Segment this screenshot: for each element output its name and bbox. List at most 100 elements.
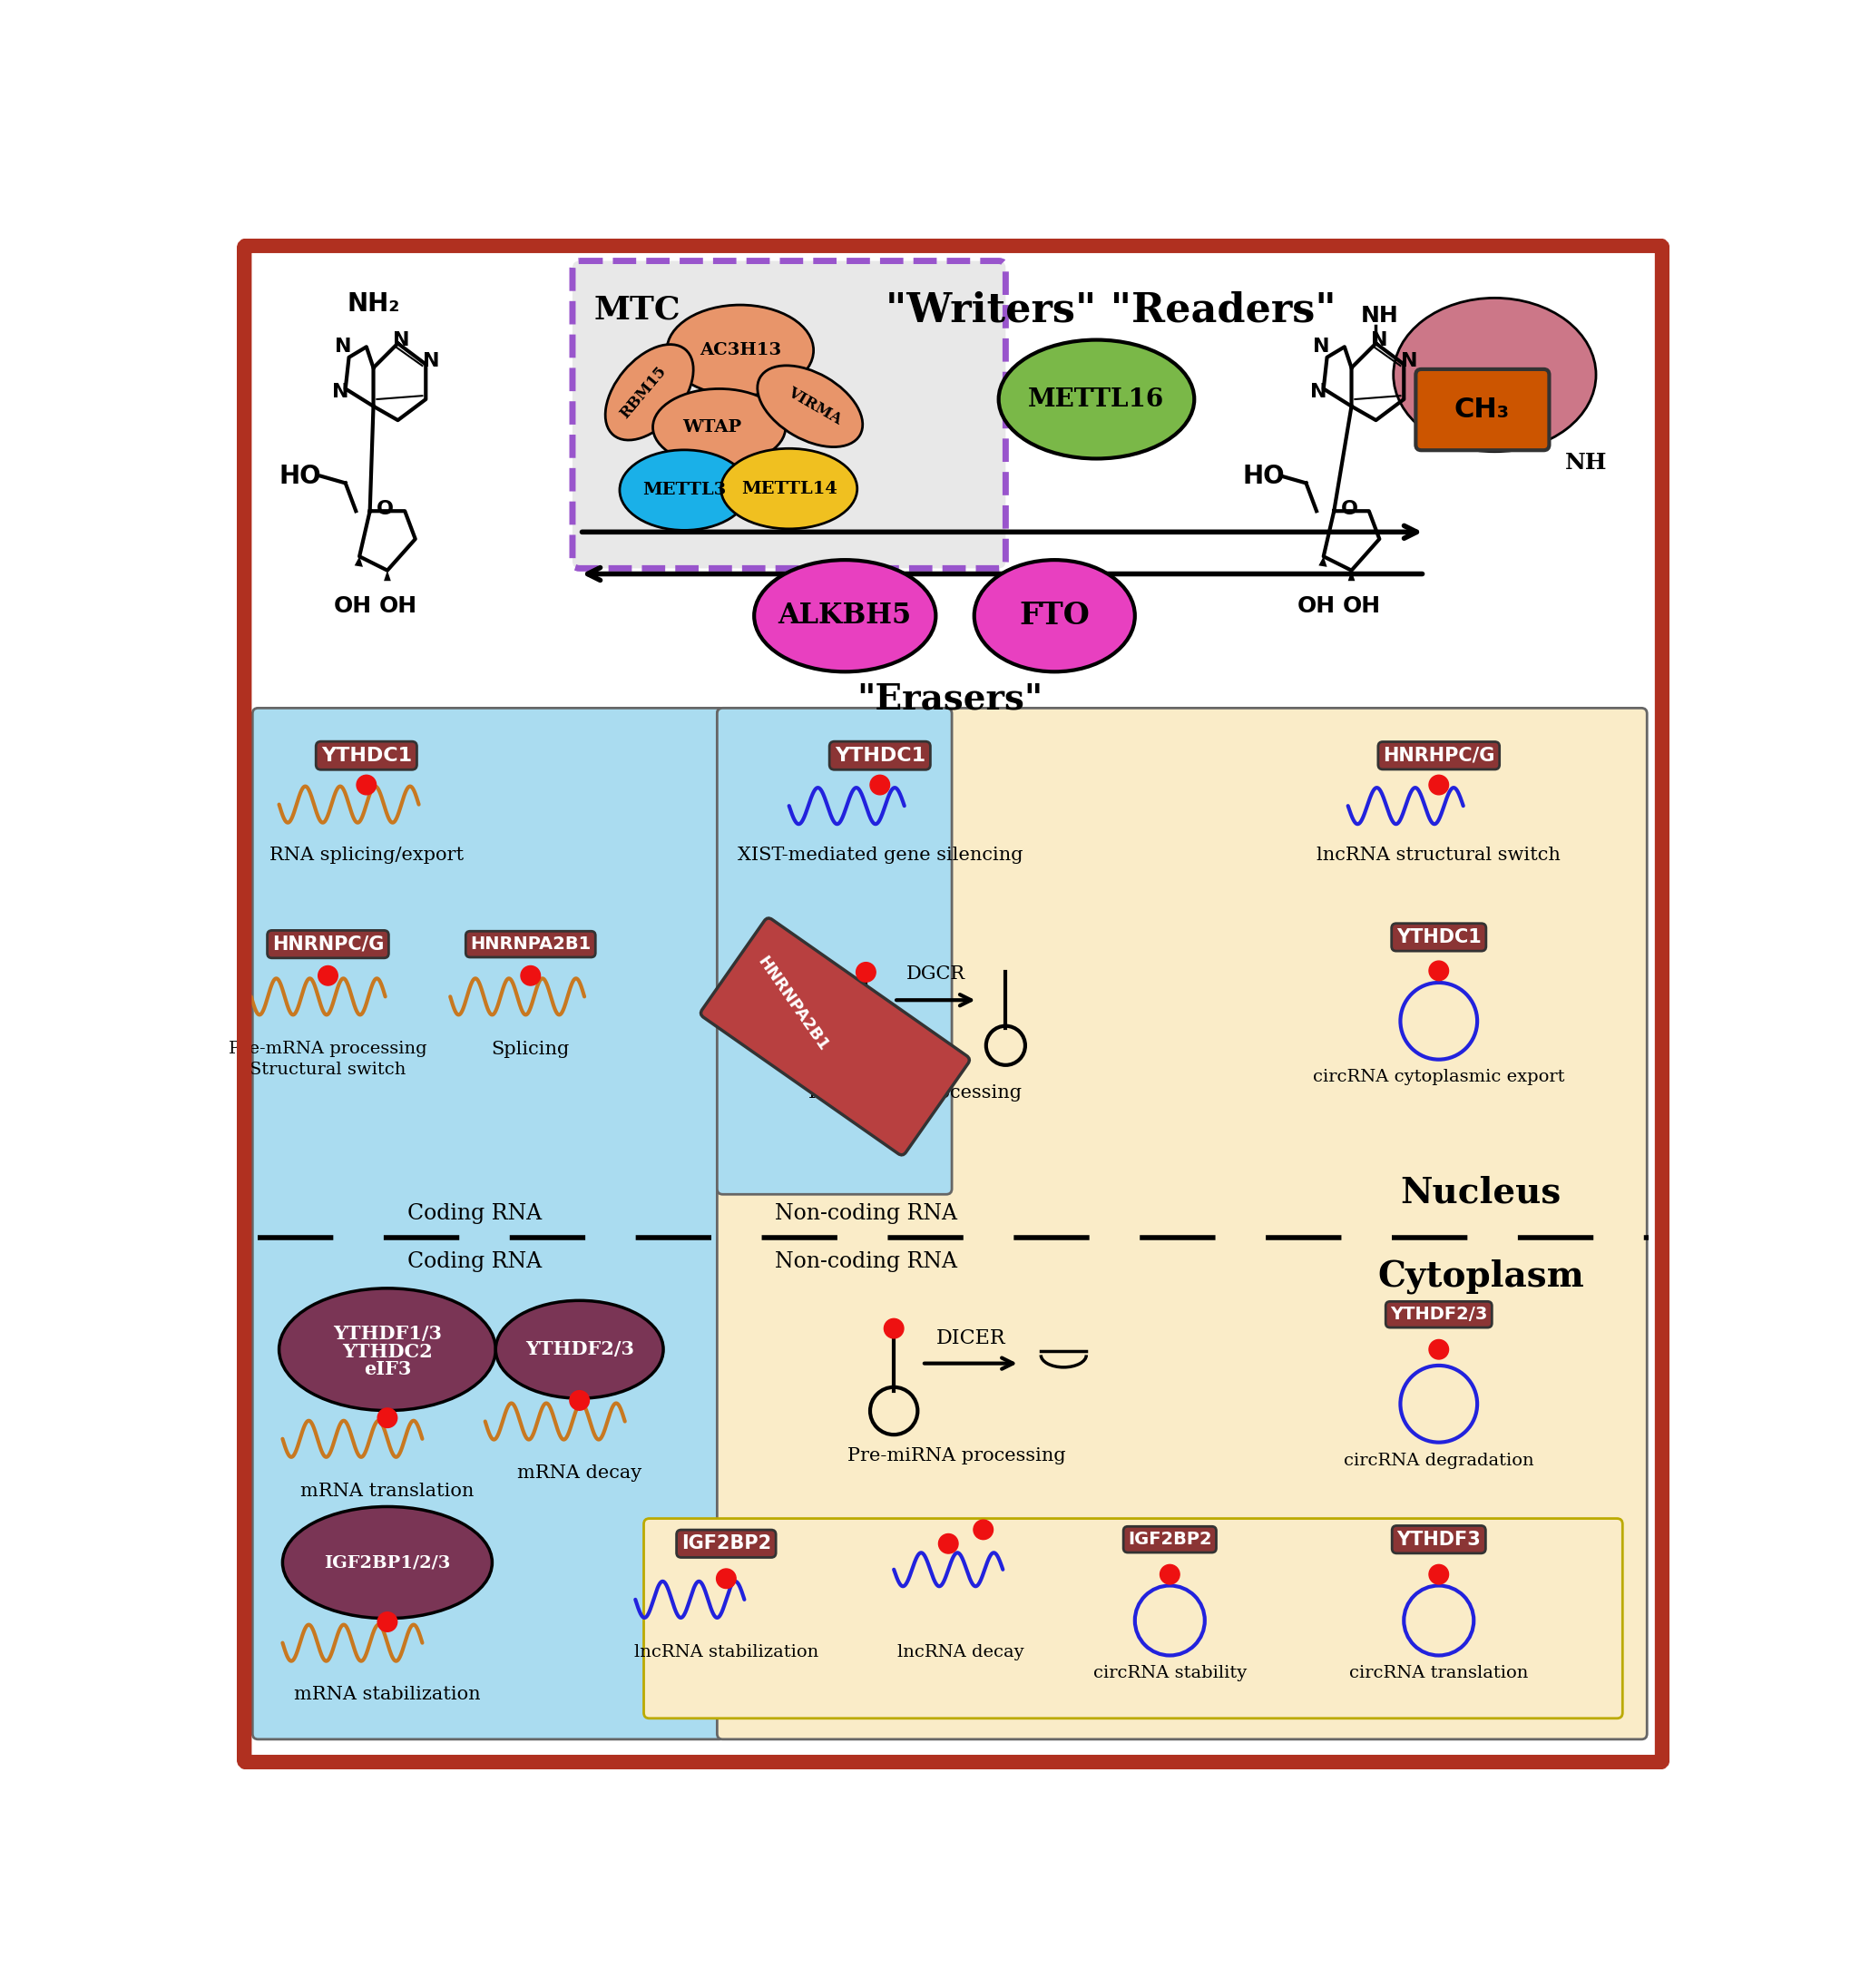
Text: N: N [1401, 352, 1417, 370]
Text: CH₃: CH₃ [1455, 396, 1510, 423]
Text: Pre-miRNA processing: Pre-miRNA processing [848, 1447, 1066, 1465]
Text: MTC: MTC [593, 294, 681, 326]
Text: YTHDC1: YTHDC1 [835, 746, 924, 765]
Text: Coding RNA: Coding RNA [407, 1252, 541, 1272]
Text: VIRMA: VIRMA [785, 384, 844, 427]
Text: YTHDF1/3: YTHDF1/3 [333, 1324, 443, 1344]
Text: YTHDF3: YTHDF3 [1397, 1531, 1481, 1549]
Text: DICER: DICER [936, 1328, 1006, 1348]
Text: Non-coding RNA: Non-coding RNA [776, 1203, 958, 1225]
Text: N: N [1371, 330, 1388, 350]
Text: Nucleus: Nucleus [1401, 1175, 1561, 1209]
Circle shape [973, 1521, 993, 1539]
Text: N: N [1313, 338, 1330, 356]
Circle shape [870, 775, 889, 795]
Text: N: N [1309, 384, 1326, 402]
Text: IGF2BP2: IGF2BP2 [681, 1535, 772, 1553]
Text: HNRNPC/G: HNRNPC/G [272, 934, 383, 954]
Text: N: N [335, 338, 352, 356]
Text: XIST-mediated gene silencing: XIST-mediated gene silencing [737, 847, 1023, 863]
Text: YTHDC2: YTHDC2 [342, 1342, 433, 1360]
FancyBboxPatch shape [718, 708, 1646, 1740]
Text: METTL14: METTL14 [740, 481, 837, 497]
Text: NH₂: NH₂ [348, 290, 400, 316]
Text: O: O [376, 499, 394, 519]
FancyBboxPatch shape [253, 708, 725, 1740]
Text: mRNA stabilization: mRNA stabilization [294, 1686, 480, 1704]
Circle shape [378, 1408, 398, 1427]
Text: FTO: FTO [1019, 600, 1090, 630]
Circle shape [521, 966, 541, 986]
Text: NH: NH [1564, 451, 1607, 473]
Text: Coding RNA: Coding RNA [407, 1203, 541, 1225]
Text: YTHDF2/3: YTHDF2/3 [525, 1340, 634, 1358]
Text: eIF3: eIF3 [363, 1360, 411, 1378]
Circle shape [378, 1612, 398, 1632]
Circle shape [884, 1318, 904, 1338]
Text: WTAP: WTAP [683, 419, 742, 435]
FancyBboxPatch shape [701, 918, 969, 1155]
Text: OH: OH [1343, 594, 1382, 616]
Text: ALKBH5: ALKBH5 [777, 602, 911, 630]
Text: lncRNA decay: lncRNA decay [897, 1644, 1023, 1660]
Text: RBM15: RBM15 [618, 364, 670, 421]
Text: Cytoplasm: Cytoplasm [1378, 1258, 1585, 1294]
Ellipse shape [722, 449, 857, 529]
Ellipse shape [753, 561, 936, 672]
Text: lncRNA structural switch: lncRNA structural switch [1317, 847, 1561, 863]
Ellipse shape [999, 340, 1194, 459]
Polygon shape [355, 557, 363, 567]
Text: OH: OH [1298, 594, 1335, 616]
Circle shape [357, 775, 376, 795]
Text: METTL3: METTL3 [642, 481, 725, 499]
Text: DGCR: DGCR [906, 966, 965, 982]
Polygon shape [1348, 571, 1354, 580]
Ellipse shape [495, 1300, 664, 1398]
Ellipse shape [975, 561, 1135, 672]
Text: N: N [333, 384, 350, 402]
Circle shape [1161, 1565, 1179, 1584]
Circle shape [856, 962, 876, 982]
Text: "Erasers": "Erasers" [857, 682, 1043, 718]
Text: lncRNA stabilization: lncRNA stabilization [634, 1644, 818, 1660]
Text: "Writers" "Readers": "Writers" "Readers" [885, 290, 1335, 330]
Text: OH: OH [379, 594, 417, 616]
Text: RNA splicing/export: RNA splicing/export [270, 847, 463, 863]
Circle shape [318, 966, 339, 986]
Ellipse shape [757, 366, 863, 447]
Ellipse shape [283, 1507, 493, 1618]
Ellipse shape [1393, 298, 1596, 451]
Text: YTHDC1: YTHDC1 [1397, 928, 1481, 946]
FancyBboxPatch shape [1415, 370, 1549, 449]
Text: YTHDC1: YTHDC1 [322, 746, 411, 765]
Ellipse shape [619, 449, 750, 531]
Text: Pre-mRNA processing: Pre-mRNA processing [229, 1040, 428, 1058]
Text: AC3H13: AC3H13 [699, 342, 781, 358]
Text: Non-coding RNA: Non-coding RNA [776, 1252, 958, 1272]
Text: Pri-miRNA processing: Pri-miRNA processing [809, 1083, 1021, 1101]
Circle shape [1428, 960, 1449, 980]
Text: circRNA translation: circRNA translation [1348, 1666, 1529, 1682]
Text: Structural switch: Structural switch [249, 1062, 405, 1077]
Text: IGF2BP2: IGF2BP2 [1127, 1531, 1213, 1549]
Text: mRNA decay: mRNA decay [517, 1465, 642, 1481]
Circle shape [1428, 775, 1449, 795]
Circle shape [1428, 1340, 1449, 1360]
FancyBboxPatch shape [573, 260, 1006, 569]
Text: N: N [422, 352, 439, 370]
Text: HO: HO [1242, 463, 1285, 489]
Text: circRNA stability: circRNA stability [1094, 1666, 1246, 1682]
Text: HNRNPA2B1: HNRNPA2B1 [753, 954, 831, 1054]
Text: HNRHPC/G: HNRHPC/G [1382, 746, 1495, 765]
Text: mRNA translation: mRNA translation [301, 1483, 474, 1499]
Circle shape [716, 1569, 737, 1588]
Ellipse shape [666, 304, 813, 396]
FancyBboxPatch shape [644, 1519, 1622, 1718]
Text: N: N [392, 330, 409, 350]
Text: circRNA cytoplasmic export: circRNA cytoplasmic export [1313, 1070, 1564, 1085]
FancyBboxPatch shape [718, 708, 952, 1195]
Text: YTHDF2/3: YTHDF2/3 [1389, 1306, 1488, 1324]
Ellipse shape [653, 390, 785, 465]
Text: HO: HO [279, 463, 322, 489]
Text: METTL16: METTL16 [1029, 388, 1164, 412]
